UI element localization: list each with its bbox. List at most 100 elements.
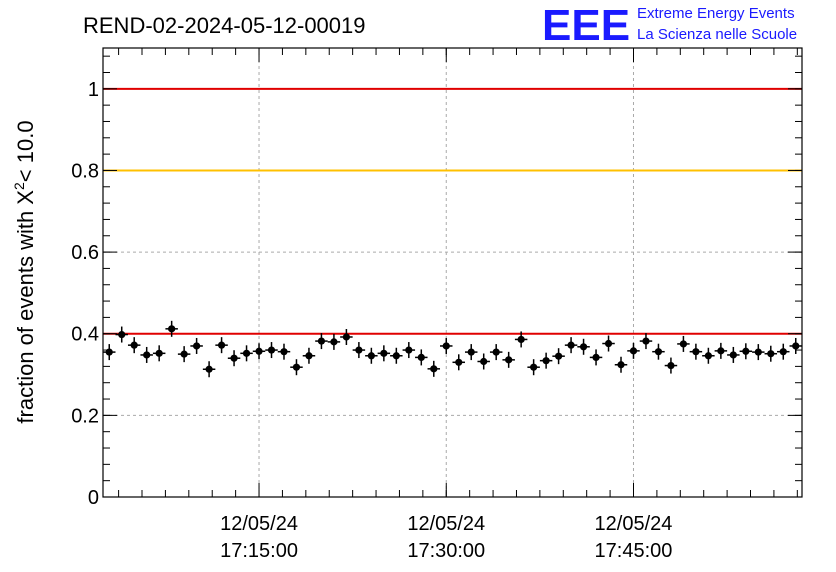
data-point — [315, 333, 328, 350]
data-point — [677, 335, 690, 352]
y-tick-label: 0.4 — [71, 324, 99, 346]
point-marker — [143, 351, 151, 359]
data-point — [290, 359, 303, 376]
data-point — [127, 337, 141, 354]
point-marker — [792, 342, 800, 350]
point-marker — [217, 341, 226, 349]
data-point — [464, 344, 478, 361]
point-marker — [430, 365, 438, 373]
data-point — [502, 351, 515, 368]
data-point — [352, 342, 366, 359]
point-marker — [417, 353, 425, 362]
data-point — [727, 346, 740, 363]
data-point — [415, 349, 428, 366]
data-point — [377, 345, 391, 362]
data-point — [365, 347, 378, 364]
point-marker — [692, 348, 700, 356]
data-point — [527, 359, 540, 376]
point-marker — [717, 347, 725, 355]
x-tick-label-date: 12/05/24 — [595, 513, 673, 535]
point-marker — [392, 352, 400, 360]
point-marker — [542, 357, 550, 365]
data-point — [165, 320, 178, 337]
point-marker — [230, 354, 238, 362]
data-point — [227, 350, 241, 367]
chart-title: REND-02-2024-05-12-00019 — [83, 13, 366, 38]
data-point — [764, 345, 778, 362]
point-marker — [617, 361, 625, 369]
data-point — [215, 337, 228, 354]
logo-line-2: La Scienza nelle Scuole — [637, 26, 797, 43]
data-point — [752, 344, 765, 361]
data-point — [440, 337, 453, 354]
point-marker — [355, 346, 363, 354]
data-point — [627, 342, 640, 359]
data-point — [789, 337, 802, 354]
point-marker — [767, 350, 775, 358]
point-marker — [592, 353, 600, 362]
point-marker — [642, 337, 650, 345]
point-marker — [168, 325, 176, 333]
data-point — [777, 343, 790, 360]
data-point — [689, 343, 703, 360]
data-point — [427, 360, 441, 377]
x-tick-label-time: 17:30:00 — [407, 540, 485, 562]
point-marker — [467, 348, 475, 356]
point-marker — [305, 352, 313, 360]
data-point — [489, 344, 503, 361]
y-axis-label-text: fraction of events with — [13, 211, 38, 424]
data-point — [240, 345, 253, 362]
data-point — [539, 352, 553, 369]
data-point — [639, 333, 653, 350]
point-marker — [480, 357, 488, 366]
data-point — [452, 354, 465, 371]
data-point — [739, 343, 753, 360]
point-marker — [579, 343, 588, 351]
point-marker — [517, 335, 525, 344]
point-marker — [567, 341, 575, 349]
point-marker — [405, 346, 413, 354]
point-marker — [280, 348, 288, 356]
axes: 0 0.2 0.4 0.6 0.8 1 12/05/24 17:15:00 12/05/24 17… — [71, 48, 802, 562]
data-point — [664, 357, 678, 374]
data-point — [152, 345, 166, 362]
y-tick-label: 0.6 — [71, 242, 99, 264]
point-marker — [205, 365, 213, 373]
data-point — [115, 326, 128, 343]
logo-mark: EEE — [542, 1, 630, 50]
point-marker — [779, 348, 787, 356]
point-marker — [729, 351, 737, 359]
data-point — [589, 349, 603, 366]
point-marker — [267, 346, 276, 354]
y-tick-label: 0.2 — [71, 405, 99, 427]
point-marker — [330, 338, 338, 346]
data-point — [265, 342, 278, 359]
x-tick-label-time: 17:15:00 — [220, 540, 298, 562]
data-point — [103, 344, 116, 361]
data-point — [614, 356, 628, 373]
y-tick-label: 0 — [88, 487, 99, 509]
point-marker — [505, 356, 513, 364]
point-marker — [292, 363, 301, 371]
x-tick-label-time: 17:45:00 — [595, 540, 673, 562]
point-marker — [342, 333, 351, 341]
data-point — [327, 333, 341, 350]
x-tick-label-date: 12/05/24 — [407, 513, 485, 535]
x-tick-label-date: 12/05/24 — [220, 513, 298, 535]
y-tick-label: 0.8 — [71, 160, 99, 182]
data-point — [177, 346, 191, 363]
point-marker — [629, 347, 638, 355]
plot-frame — [102, 47, 803, 498]
data-points — [103, 320, 802, 378]
y-axis-label-threshold: < 10.0 — [13, 120, 38, 182]
data-point — [390, 347, 403, 364]
point-marker — [554, 352, 563, 360]
y-tick-label: 1 — [88, 79, 99, 101]
y-axis-label: fraction of events with X2< 10.0 — [11, 120, 38, 423]
point-marker — [442, 342, 450, 350]
chi-superscript: 2 — [11, 182, 27, 190]
data-point — [602, 335, 615, 352]
eee-logo: EEE Extreme Energy Events La Scienza nel… — [542, 1, 797, 50]
data-point — [702, 347, 715, 364]
logo-line-1: Extreme Energy Events — [637, 5, 795, 22]
